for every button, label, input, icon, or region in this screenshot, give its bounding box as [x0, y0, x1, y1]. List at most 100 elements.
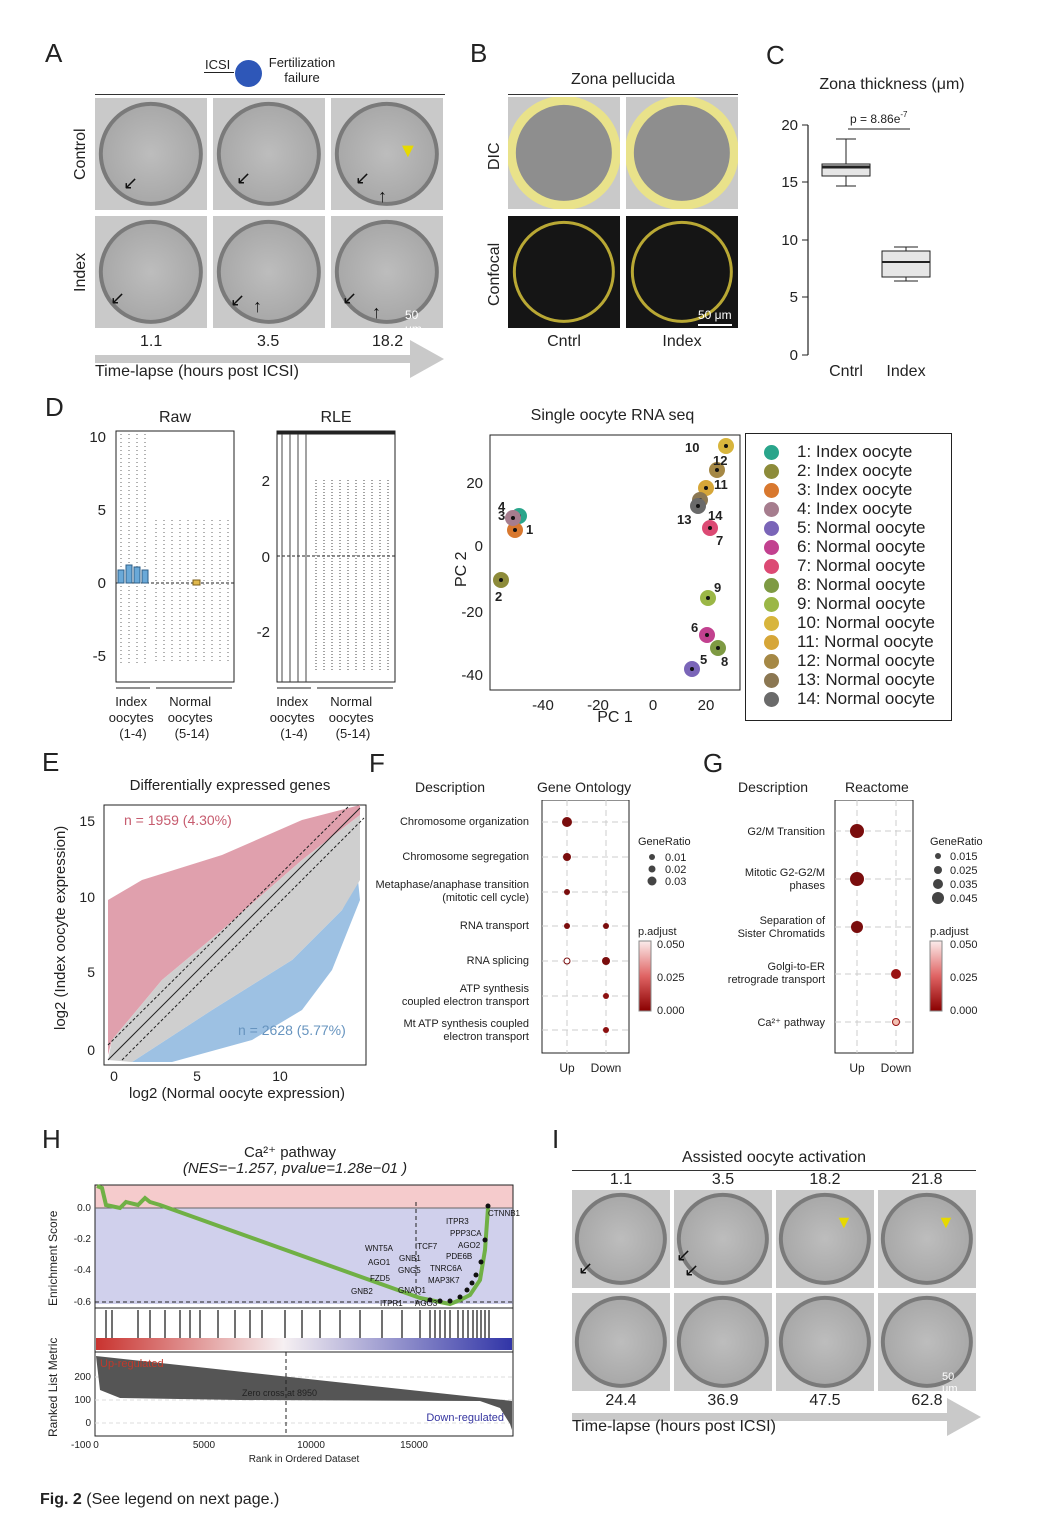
pb-arrow-icon: ↙ [236, 168, 252, 188]
time-i-bottom-1: 24.4 [605, 1392, 637, 1409]
legend-text: 8: Normal oocyte [797, 575, 926, 594]
time-a-2: 3.5 [257, 333, 280, 350]
p-value-c: p = 8.86e-7 [850, 110, 908, 126]
pb-arrow-icon: ↙ [355, 168, 371, 188]
legend-dot-icon [764, 558, 779, 574]
legend-text: 11: Normal oocyte [797, 632, 934, 651]
raw-ytick-1: 5 [98, 502, 106, 519]
panel-label-b: B [470, 38, 488, 68]
e-ylabel: log2 (Index oocyte expression) [52, 825, 69, 1030]
f-pv-0: 0.050 [657, 939, 685, 951]
pc2-tick-1: 0 [475, 538, 483, 555]
legend-item: 11: Normal oocyte [764, 632, 934, 652]
ytick-c-2: 10 [781, 232, 798, 249]
e-xtick-0: 0 [110, 1068, 118, 1084]
box-index [881, 246, 931, 282]
pronucleus-arrow-icon: ▼ [835, 1212, 853, 1232]
panel-label-i: I [552, 1124, 560, 1154]
gene-label: MAP3K7 [428, 1276, 460, 1285]
aoa-image-5 [572, 1293, 670, 1391]
deg-title: Differentially expressed genes [129, 777, 331, 794]
go-term-6a: Mt ATP synthesis coupled [403, 1018, 529, 1030]
es-tick-2: -0.4 [74, 1265, 92, 1276]
legend-dot-icon [764, 577, 779, 593]
pc1-tick-1: -20 [587, 697, 609, 714]
f-gr-0: 0.01 [665, 852, 686, 864]
f-padj: p.adjust [638, 926, 677, 938]
rank-tick-1: 100 [74, 1395, 91, 1406]
f-desc: Description [415, 779, 486, 795]
svg-text:5: 5 [700, 652, 707, 667]
g-x-up: Up [849, 1061, 865, 1075]
rle-title: RLE [320, 409, 351, 426]
aoa-image-2 [674, 1190, 772, 1288]
time-i-bottom-3: 47.5 [809, 1392, 841, 1409]
time-arrow-head-icon [947, 1398, 981, 1436]
pb-arrow-icon: ↑ [378, 186, 387, 206]
rank-tick-3: -100 [71, 1440, 91, 1451]
raw-ytick-3: -5 [93, 648, 106, 665]
ytick-c-4: 20 [781, 117, 798, 134]
legend-text: 6: Normal oocyte [797, 537, 926, 556]
svg-text:9: 9 [714, 580, 721, 595]
svg-text:2: 2 [495, 589, 502, 604]
pb-arrow-icon: ↙ [110, 288, 126, 308]
pc2-tick-2: -20 [461, 604, 483, 621]
e-xtick-2: 10 [272, 1068, 288, 1084]
panel-label-e: E [42, 747, 60, 777]
panel-b-topline [508, 94, 738, 95]
caption-text: (See legend on next page.) [86, 1491, 280, 1508]
pc1-tick-2: 0 [649, 697, 657, 714]
scale-bar-b: 50 μm [698, 308, 732, 326]
legend-item: 14: Normal oocyte [764, 689, 935, 709]
control-oocyte-1 [95, 98, 207, 210]
gene-label: PDE6B [446, 1252, 472, 1261]
legend-item: 9: Normal oocyte [764, 594, 926, 614]
time-i-bottom-2: 36.9 [707, 1392, 739, 1409]
reactome-dotplot: G2/M Transition Mitotic G2-G2/M phases S… [728, 800, 983, 1075]
svg-text:11: 11 [714, 477, 728, 492]
g-gr-0: 0.015 [950, 851, 978, 863]
pca-title: Single oocyte RNA seq [530, 407, 695, 424]
svg-text:8: 8 [721, 654, 728, 669]
legend-item: 5: Normal oocyte [764, 518, 926, 538]
icsi-line [204, 72, 234, 73]
zona-title: Zona pellucida [570, 71, 676, 88]
gene-label: TNRC6A [430, 1264, 463, 1273]
legend-dot-icon [764, 653, 779, 669]
g-padj: p.adjust [930, 926, 969, 938]
gene-label: ITPR3 [446, 1217, 469, 1226]
gene-label: ITCF7 [415, 1242, 438, 1251]
y-ticks-c: 0 5 10 15 20 [781, 117, 808, 364]
pb-arrow-icon: ↑ [253, 296, 262, 316]
f-gr-1: 0.02 [665, 864, 686, 876]
aoa-title: Assisted oocyte activation [681, 1149, 867, 1166]
legend-dot-icon [764, 444, 779, 460]
legend-dot-icon [764, 482, 779, 498]
gene-label: GNB2 [351, 1287, 373, 1296]
legend-text: 13: Normal oocyte [797, 670, 935, 689]
g-pv-2: 0.000 [950, 1005, 978, 1017]
svg-text:10: 10 [685, 440, 699, 455]
panel-label-f: F [369, 748, 385, 778]
go-term-4: RNA splicing [467, 955, 529, 967]
group-index: Index [886, 363, 925, 380]
legend-dot-icon [764, 596, 779, 612]
pb-arrow-icon: ↙ [123, 173, 139, 193]
gene-label: WNT5A [365, 1244, 394, 1253]
rle-ytick-2: -2 [257, 624, 270, 641]
g-pv-1: 0.025 [950, 972, 978, 984]
legend-dot-icon [764, 501, 779, 517]
time-i-top-4: 21.8 [911, 1171, 943, 1188]
col-label-index: Index [662, 333, 702, 350]
panel-label-d: D [45, 392, 64, 422]
rle-index-group: Index oocytes (1-4) [270, 694, 318, 741]
panel-i-topline [572, 1170, 976, 1171]
col-label-cntrl: Cntrl [547, 333, 581, 350]
gsea-subtitle: (NES=−1.257, pvalue=1.28e−01 ) [182, 1160, 408, 1177]
panel-a-topline [95, 94, 445, 95]
go-term-6b: electron transport [443, 1031, 529, 1043]
row-label-dic: DIC [486, 142, 503, 170]
time-i-top-1: 1.1 [609, 1171, 633, 1188]
